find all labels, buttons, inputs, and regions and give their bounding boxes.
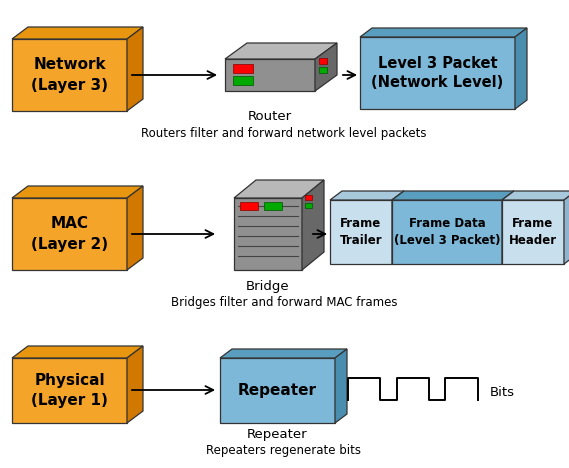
Text: Bits: Bits [490, 386, 515, 398]
Polygon shape [127, 186, 143, 270]
Text: Bridges filter and forward MAC frames: Bridges filter and forward MAC frames [171, 296, 397, 309]
Bar [319, 58, 327, 64]
Bar [264, 202, 282, 210]
Polygon shape [220, 349, 347, 358]
Text: Frame
Trailer: Frame Trailer [340, 217, 382, 247]
Polygon shape [12, 198, 127, 270]
Text: Level 3 Packet
(Network Level): Level 3 Packet (Network Level) [372, 56, 504, 90]
Polygon shape [502, 191, 569, 200]
Text: Repeater: Repeater [247, 428, 307, 441]
Polygon shape [392, 191, 404, 264]
Bar [233, 76, 253, 85]
Text: Frame
Header: Frame Header [509, 217, 557, 247]
Polygon shape [302, 180, 324, 270]
Polygon shape [360, 37, 515, 109]
Polygon shape [12, 39, 127, 111]
Polygon shape [220, 358, 335, 423]
Text: Routers filter and forward network level packets: Routers filter and forward network level… [141, 127, 427, 140]
Polygon shape [515, 28, 527, 109]
Text: Repeaters regenerate bits: Repeaters regenerate bits [207, 444, 361, 457]
Bar [240, 202, 258, 210]
Polygon shape [502, 191, 514, 264]
Polygon shape [392, 191, 514, 200]
Bar [233, 64, 253, 73]
Polygon shape [392, 200, 502, 264]
Text: Router: Router [248, 110, 292, 123]
Text: Frame Data
(Level 3 Packet): Frame Data (Level 3 Packet) [394, 217, 500, 247]
Polygon shape [127, 346, 143, 423]
Text: MAC
(Layer 2): MAC (Layer 2) [31, 216, 108, 252]
Polygon shape [12, 346, 143, 358]
Bar [319, 67, 327, 73]
Polygon shape [234, 180, 324, 198]
Polygon shape [502, 200, 564, 264]
Text: Repeater: Repeater [238, 383, 317, 398]
Bar [305, 195, 312, 200]
Text: Network
(Layer 3): Network (Layer 3) [31, 57, 108, 93]
Polygon shape [12, 27, 143, 39]
Polygon shape [335, 349, 347, 423]
Polygon shape [330, 191, 404, 200]
Polygon shape [564, 191, 569, 264]
Text: Physical
(Layer 1): Physical (Layer 1) [31, 373, 108, 409]
Bar [305, 203, 312, 208]
Polygon shape [127, 27, 143, 111]
Polygon shape [12, 358, 127, 423]
Polygon shape [234, 198, 302, 270]
Polygon shape [225, 43, 337, 59]
Polygon shape [315, 43, 337, 91]
Polygon shape [360, 28, 527, 37]
Polygon shape [330, 200, 392, 264]
Text: Bridge: Bridge [246, 280, 290, 293]
Polygon shape [225, 59, 315, 91]
Polygon shape [12, 186, 143, 198]
